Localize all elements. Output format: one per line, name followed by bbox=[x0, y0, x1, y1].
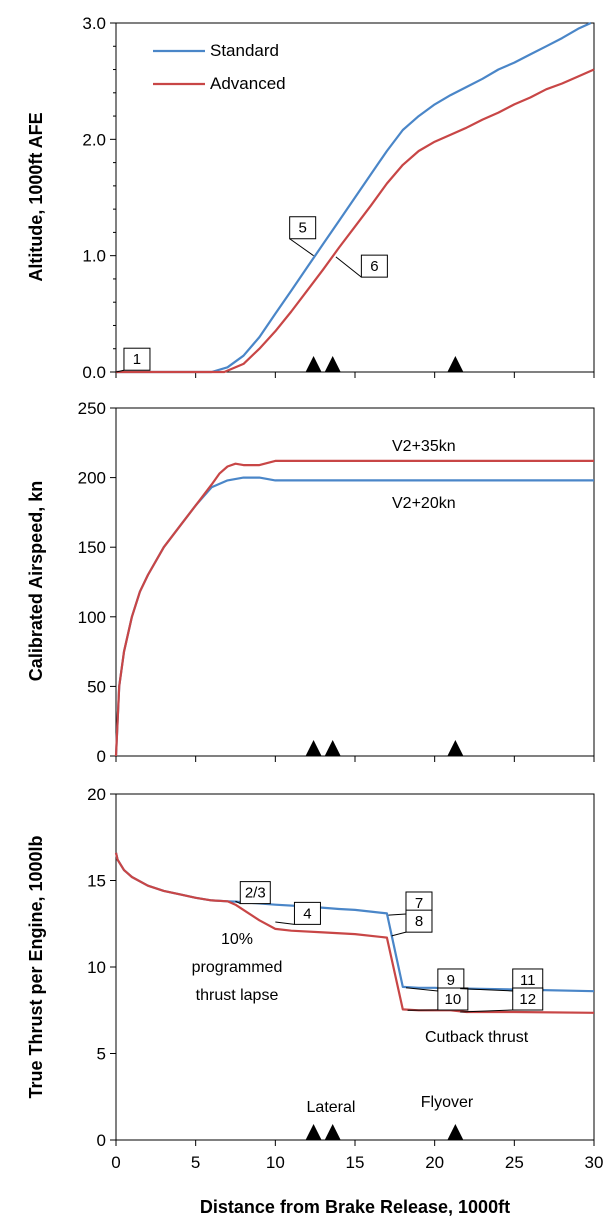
y-tick-label: 10 bbox=[87, 958, 106, 977]
annotation-v2-20kn: V2+20kn bbox=[392, 495, 456, 512]
x-tick-label: 0 bbox=[111, 1153, 120, 1172]
callout-label: 2/3 bbox=[245, 885, 266, 902]
callout-leader bbox=[405, 987, 438, 992]
x-tick-label: 30 bbox=[585, 1153, 604, 1172]
x-axis-title: Distance from Brake Release, 1000ft bbox=[200, 1197, 510, 1217]
callout-box bbox=[360, 254, 388, 278]
triangle-marker bbox=[324, 356, 341, 372]
y-tick-label: 2.0 bbox=[82, 130, 106, 149]
triangle-marker bbox=[305, 1124, 322, 1140]
y-tick-label: 150 bbox=[78, 538, 106, 557]
callout-label: 6 bbox=[370, 258, 378, 275]
triangle-marker bbox=[305, 356, 322, 372]
annotation-flyover: Flyover bbox=[421, 1094, 474, 1111]
triangle-marker bbox=[447, 740, 464, 756]
y-tick-label: 0.0 bbox=[82, 363, 106, 382]
annotation-lapse-1: 10% bbox=[221, 931, 253, 948]
y-tick-label: 250 bbox=[78, 399, 106, 418]
y-axis-title-thrust: True Thrust per Engine, 1000lb bbox=[26, 835, 46, 1098]
annotation-lateral: Lateral bbox=[307, 1099, 356, 1116]
callout-leader bbox=[275, 921, 295, 925]
y-tick-label: 200 bbox=[78, 469, 106, 488]
callout-box bbox=[437, 987, 469, 1011]
callout-leader bbox=[388, 913, 407, 916]
callout-box bbox=[293, 901, 321, 925]
annotation-lapse-2: programmed bbox=[192, 959, 283, 976]
airspeed-panel: 0 50 100 150 200 250 bbox=[78, 399, 595, 766]
triangle-marker bbox=[447, 1124, 464, 1140]
callout-leader bbox=[460, 988, 513, 992]
x-tick-label: 15 bbox=[346, 1153, 365, 1172]
x-tick-label: 20 bbox=[425, 1153, 444, 1172]
callout-leader bbox=[289, 238, 314, 257]
callout-label: 10 bbox=[445, 991, 462, 1008]
callout-label: 9 bbox=[447, 972, 455, 989]
y-tick-label: 0 bbox=[97, 747, 106, 766]
triangle-marker bbox=[324, 1124, 341, 1140]
callout-box bbox=[289, 216, 317, 240]
callout-label: 5 bbox=[299, 220, 307, 237]
y-tick-label: 0 bbox=[97, 1131, 106, 1150]
y-axis-title-altitude: Altitude, 1000ft AFE bbox=[26, 112, 46, 281]
series-line-standard bbox=[114, 476, 594, 757]
x-tick-label: 5 bbox=[191, 1153, 200, 1172]
callout-leader bbox=[391, 931, 407, 937]
altitude-panel: 0.0 1.0 2.0 3.0 1 5 6 bbox=[82, 14, 595, 382]
callout-box bbox=[512, 987, 544, 1011]
x-tick-label: 10 bbox=[266, 1153, 285, 1172]
callout-leader bbox=[335, 256, 362, 278]
y-tick-label: 15 bbox=[87, 872, 106, 891]
triangle-marker bbox=[324, 740, 341, 756]
callout-box bbox=[123, 347, 151, 371]
legend-label-advanced: Advanced bbox=[210, 74, 286, 93]
y-tick-label: 50 bbox=[87, 677, 106, 696]
callout-leader bbox=[460, 1009, 513, 1013]
x-tick-label: 25 bbox=[505, 1153, 524, 1172]
plot-frame bbox=[115, 793, 595, 1141]
callout-leader bbox=[235, 900, 241, 905]
thrust-panel: 0 5 10 15 20 0 5 10 15 20 25 30 2/3 4 78 9 10 11 12 bbox=[87, 785, 603, 1172]
callout-label: 1 bbox=[133, 351, 141, 368]
series-line-advanced bbox=[116, 68, 595, 374]
annotation-lapse-3: thrust lapse bbox=[196, 987, 279, 1004]
callout-label: 12 bbox=[519, 991, 536, 1008]
annotation-v2-35kn: V2+35kn bbox=[392, 438, 456, 455]
callout-label: 8 bbox=[415, 913, 423, 930]
callout-box bbox=[239, 881, 271, 905]
callout-box bbox=[405, 909, 433, 933]
series-line-standard bbox=[116, 21, 592, 374]
y-tick-label: 5 bbox=[97, 1045, 106, 1064]
callout-label: 4 bbox=[303, 905, 311, 922]
legend-label-standard: Standard bbox=[210, 41, 279, 60]
callout-leader bbox=[115, 369, 125, 373]
y-tick-label: 20 bbox=[87, 785, 106, 804]
annotation-cutback-thrust: Cutback thrust bbox=[425, 1029, 529, 1046]
callout-label: 11 bbox=[520, 972, 536, 989]
y-tick-label: 3.0 bbox=[82, 14, 106, 33]
y-axis-title-airspeed: Calibrated Airspeed, kn bbox=[26, 481, 46, 681]
series-line-advanced bbox=[114, 459, 594, 757]
triangle-marker bbox=[305, 740, 322, 756]
y-tick-label: 1.0 bbox=[82, 247, 106, 266]
y-tick-label: 100 bbox=[78, 608, 106, 627]
triangle-marker bbox=[447, 356, 464, 372]
callout-label: 7 bbox=[415, 895, 423, 912]
